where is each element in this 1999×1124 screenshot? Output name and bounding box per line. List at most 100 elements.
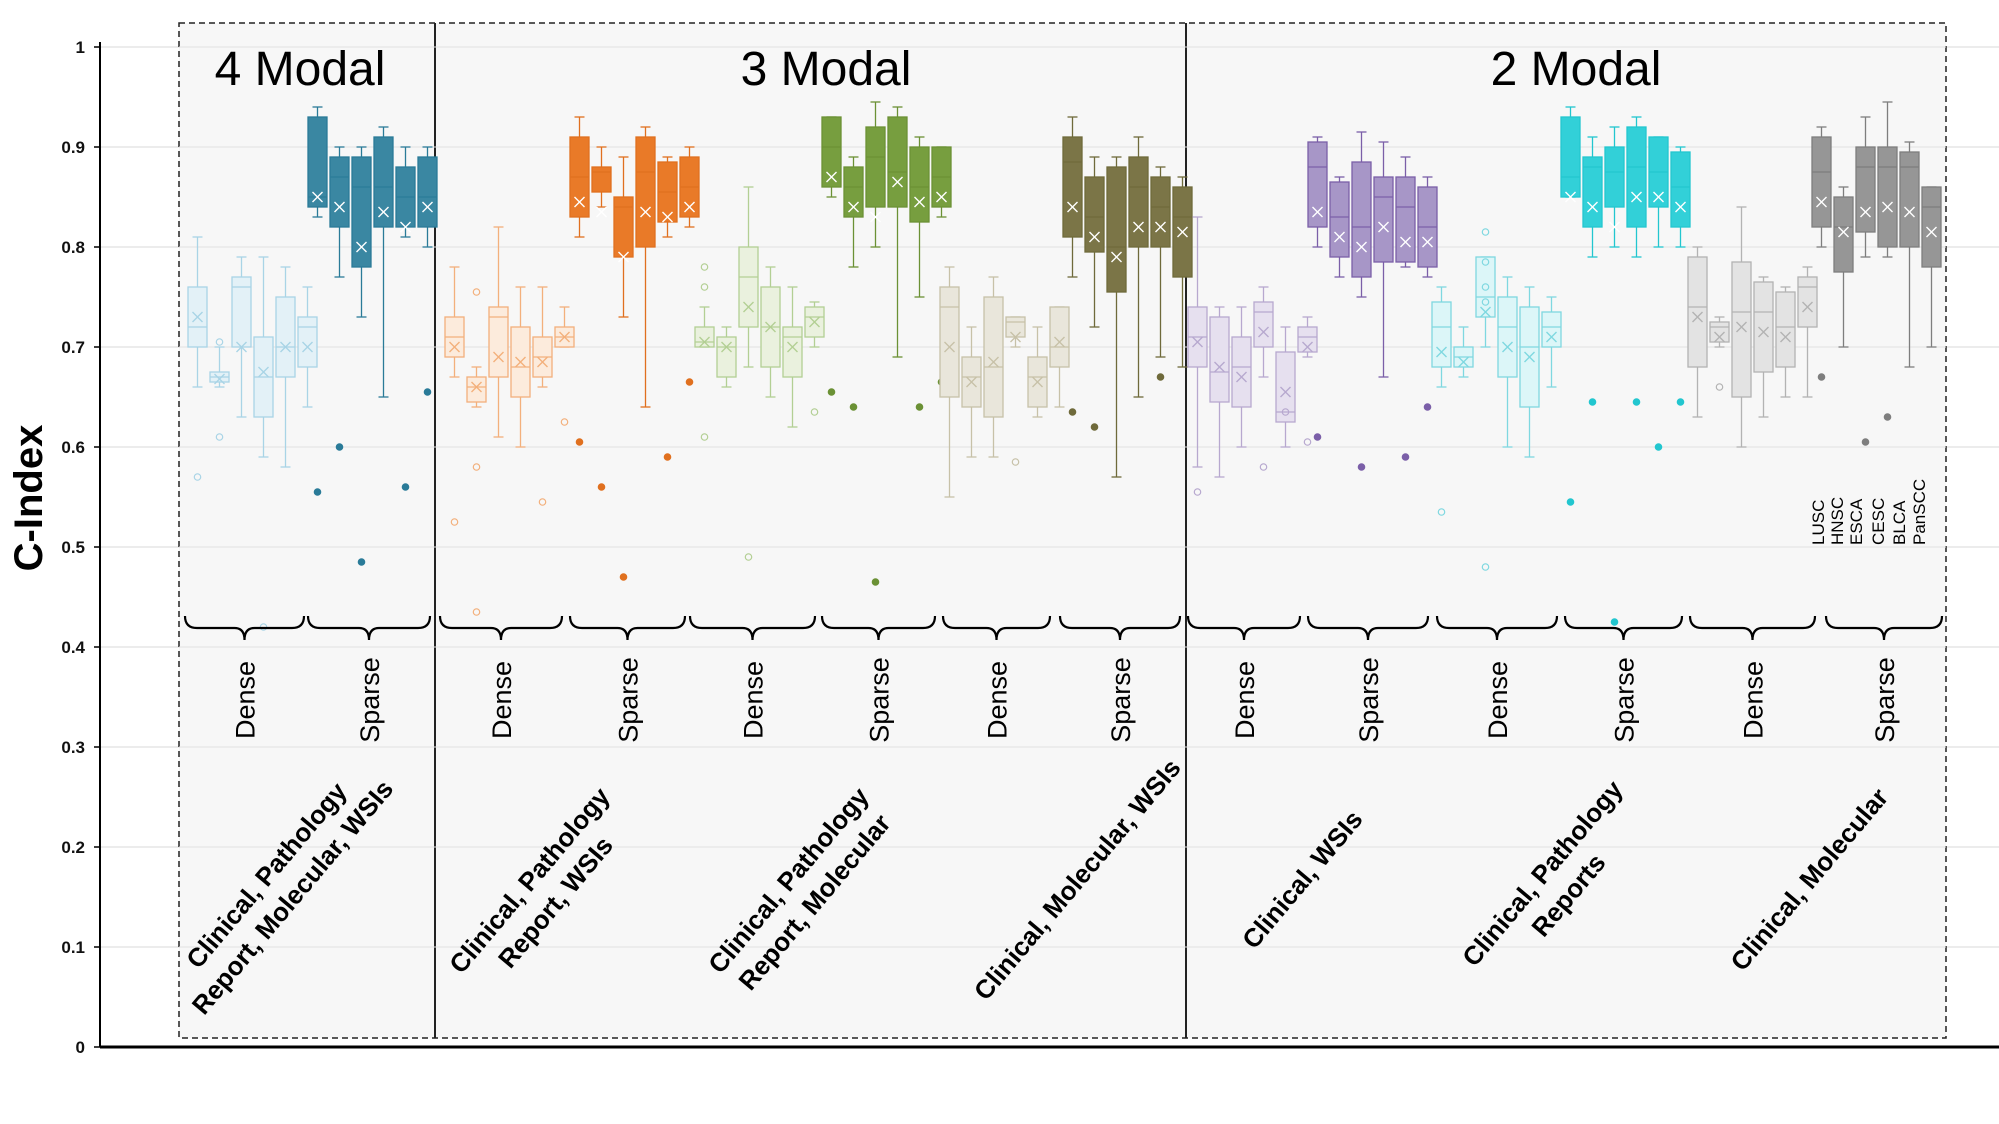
series-2-box-1-outlier-0 — [472, 288, 481, 296]
series-4-box-2-body — [738, 246, 759, 328]
series-13-box-5-mean — [1926, 226, 1937, 238]
series-5-box-2-body — [865, 126, 886, 208]
series-7-box-1-outlier-0 — [1090, 423, 1099, 431]
series-7-box-3-mean — [1133, 221, 1144, 233]
series-8-box-3-body — [1253, 301, 1274, 348]
series-7-box-4-mean — [1155, 221, 1166, 233]
series-6-box-3-outlier-0 — [1011, 458, 1020, 466]
series-7-box-3-body — [1128, 156, 1149, 248]
series-10-box-1-mean — [1458, 356, 1469, 368]
series-3-box-3-body — [635, 136, 656, 248]
series-6-box-3-body — [1005, 316, 1026, 338]
series-11-box-4-mean — [1653, 191, 1664, 203]
series-1-box-4-mean — [400, 221, 411, 233]
series-4-box-4-mean — [787, 341, 798, 353]
series-1-box-0-mean — [312, 191, 323, 203]
series-9-box-5-outlier-0 — [1423, 403, 1432, 411]
series-11-box-3-mean — [1631, 191, 1642, 203]
series-9-box-3-mean — [1378, 221, 1389, 233]
series-8-box-2-mean — [1236, 371, 1247, 383]
y-tick-label-9: 0.9 — [61, 138, 85, 157]
series-0 — [187, 236, 318, 631]
series-13-box-3-mean — [1882, 201, 1893, 213]
series-12-box-2-body — [1731, 261, 1752, 398]
series-6-box-5-body — [1049, 306, 1070, 368]
series-9-box-0-outlier-0 — [1313, 433, 1322, 441]
brace-0 — [183, 615, 306, 641]
series-5-box-0-body — [821, 116, 842, 188]
dense-label-4: Dense — [1230, 661, 1260, 739]
series-4-box-0-body — [694, 326, 715, 348]
series-5-box-3-mean — [892, 176, 903, 188]
series-11-box-1-outlier-0 — [1588, 398, 1597, 406]
series-10-box-2-outlier-1 — [1481, 258, 1490, 266]
series-5-box-1-outlier-0 — [849, 403, 858, 411]
series-3-box-4-mean — [662, 211, 673, 223]
y-tick-label-6: 0.6 — [61, 438, 85, 457]
y-axis: 0 0.1 0.2 0.3 0.4 0.5 0.6 0.7 0.8 0.9 1 — [61, 38, 1999, 1057]
y-tick-label-7: 0.7 — [61, 338, 85, 357]
series-0-box-3-mean — [258, 366, 269, 378]
series-9-box-5-mean — [1422, 236, 1433, 248]
series-5-box-0-mean — [826, 171, 837, 183]
series-11-box-0-body — [1560, 116, 1581, 198]
sparse-label-1: Sparse — [614, 657, 644, 743]
series-10-box-3-body — [1497, 296, 1518, 378]
series-3 — [569, 116, 700, 581]
series-12-box-4-body — [1775, 291, 1796, 368]
series-12 — [1687, 206, 1818, 448]
series-12-box-4-mean — [1780, 331, 1791, 343]
series-5-box-2-mean — [870, 211, 881, 223]
series-9-box-4-mean — [1400, 236, 1411, 248]
series-8-box-5-body — [1297, 326, 1318, 353]
series-8-box-3-outlier-0 — [1259, 463, 1268, 471]
series-8 — [1187, 216, 1318, 496]
series-1-box-1-body — [329, 156, 350, 228]
series-3-box-1-mean — [596, 206, 607, 218]
series-3-box-2-body — [613, 196, 634, 258]
y-tick-label-5: 0.5 — [61, 538, 85, 557]
series-3-box-4-outlier-0 — [663, 453, 672, 461]
series-9-box-2-outlier-0 — [1357, 463, 1366, 471]
series-7-box-2-mean — [1111, 251, 1122, 263]
series-2 — [444, 226, 575, 616]
brace-5 — [820, 615, 937, 641]
series-3-box-5-outlier-0 — [685, 378, 694, 386]
y-tick-label-1: 0.1 — [61, 938, 85, 957]
series-1-box-3-body — [373, 136, 394, 228]
series-7-box-1-body — [1084, 176, 1105, 253]
series-2-box-0-mean — [449, 341, 460, 353]
series-8-box-5-mean — [1302, 341, 1313, 353]
series-10-box-4-mean — [1524, 351, 1535, 363]
series-8-box-4-outlier-0 — [1281, 408, 1290, 416]
series-8-box-4-body — [1275, 351, 1296, 423]
series-0-box-1-mean — [214, 373, 225, 385]
series-12-box-5-mean — [1802, 301, 1813, 313]
series-1-box-1-outlier-0 — [335, 443, 344, 451]
series-3-box-2-mean — [618, 251, 629, 263]
series-4-box-2-outlier-0 — [744, 553, 753, 561]
sparse-label-5: Sparse — [1610, 657, 1640, 743]
series-7-box-2-body — [1106, 166, 1127, 293]
series-12-box-0-body — [1687, 256, 1708, 368]
series-10-box-2-mean — [1480, 306, 1491, 318]
series-1-box-2-mean — [356, 241, 367, 253]
series-0-box-0-outlier-0 — [193, 473, 202, 481]
legend-cancer-types: LUSC HNSC ESCA CESC BLCA PanSCC — [1809, 479, 1929, 545]
series-7-box-4-body — [1150, 176, 1171, 248]
series-12-box-2-mean — [1736, 321, 1747, 333]
legend-label-hnsc: HNSC — [1828, 497, 1847, 545]
series-12-box-5-body — [1797, 276, 1818, 328]
series-0-box-5-body — [297, 316, 318, 368]
series-10-box-2-outlier-0 — [1481, 228, 1490, 236]
series-8-box-0-mean — [1192, 336, 1203, 348]
series-9-box-4-body — [1395, 176, 1416, 263]
legend-label-blca: BLCA — [1890, 500, 1909, 545]
series-9-box-0-body — [1307, 141, 1328, 228]
series-6-box-3-mean — [1010, 331, 1021, 343]
series-1-box-5-body — [417, 156, 438, 228]
brace-3 — [568, 615, 687, 641]
series-0-box-5-mean — [302, 341, 313, 353]
series-9-box-0-mean — [1312, 206, 1323, 218]
series-2-box-0-outlier-0 — [450, 518, 459, 526]
